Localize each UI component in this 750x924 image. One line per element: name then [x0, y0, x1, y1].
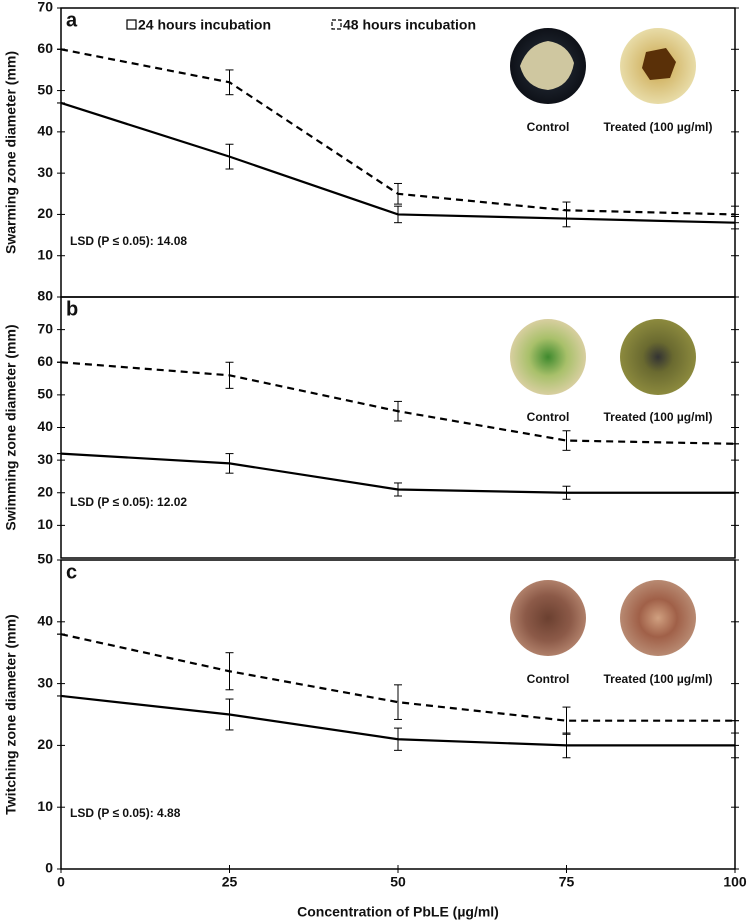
y-tick-label: 30 — [37, 451, 53, 467]
error-bar — [225, 361, 234, 389]
y-tick-label: 10 — [37, 798, 53, 814]
legend-label: 48 hours incubation — [343, 17, 476, 33]
y-tick-label: 30 — [37, 674, 53, 690]
error-bar — [394, 482, 402, 497]
y-tick-label: 20 — [37, 736, 53, 752]
y-axis-label: Swarming zone diameter (mm) — [3, 51, 19, 254]
y-tick-label: 80 — [37, 288, 53, 304]
error-bar — [394, 684, 402, 720]
error-bar — [225, 453, 234, 474]
y-tick-label: 50 — [37, 386, 53, 402]
legend-label: 24 hours incubation — [138, 17, 271, 33]
y-tick-label: 50 — [37, 81, 53, 97]
x-tick-label: 25 — [222, 874, 238, 890]
legend-marker — [126, 19, 137, 30]
y-tick-label: 20 — [37, 205, 53, 221]
error-bar — [225, 698, 234, 731]
image-label: Control — [527, 120, 570, 134]
image-label: Treated (100 µg/ml) — [604, 672, 713, 686]
error-bar — [731, 732, 739, 759]
y-tick-label: 70 — [37, 0, 53, 15]
petri-control — [510, 319, 586, 395]
petri-treated — [620, 319, 696, 395]
image-label: Control — [527, 672, 570, 686]
panel-label: c — [66, 561, 77, 583]
error-bar — [731, 205, 739, 224]
lsd-annotation: LSD (P ≤ 0.05): 12.02 — [70, 495, 187, 509]
y-axis-label: Swimming zone diameter (mm) — [3, 324, 19, 530]
error-bar — [225, 652, 234, 691]
y-tick-label: 30 — [37, 164, 53, 180]
error-bar — [394, 182, 402, 205]
error-bar — [225, 69, 234, 96]
panel-label: a — [66, 9, 78, 31]
y-tick-label: 70 — [37, 320, 53, 336]
y-axis-label: Twitching zone diameter (mm) — [3, 614, 19, 814]
y-tick-label: 40 — [37, 123, 53, 139]
image-label: Treated (100 µg/ml) — [604, 120, 713, 134]
y-tick-label: 60 — [37, 353, 53, 369]
series-line — [60, 633, 735, 722]
y-tick-label: 10 — [37, 516, 53, 532]
error-bar — [225, 143, 234, 170]
legend-marker — [331, 19, 342, 30]
lsd-annotation: LSD (P ≤ 0.05): 4.88 — [70, 806, 181, 820]
image-label: Treated (100 µg/ml) — [604, 410, 713, 424]
error-bar — [394, 400, 402, 422]
error-bar — [394, 727, 402, 751]
panel-label: b — [66, 298, 78, 320]
error-bar — [562, 706, 571, 735]
swarm-colony — [520, 41, 574, 90]
y-tick-label: 50 — [37, 551, 53, 567]
y-tick-label: 40 — [37, 418, 53, 434]
y-tick-label: 20 — [37, 483, 53, 499]
x-tick-label: 100 — [723, 874, 747, 890]
lsd-annotation: LSD (P ≤ 0.05): 14.08 — [70, 234, 187, 248]
y-tick-label: 10 — [37, 246, 53, 262]
error-bar — [562, 201, 571, 220]
x-axis-label: Concentration of PbLE (µg/ml) — [297, 904, 499, 920]
y-tick-label: 0 — [45, 860, 53, 876]
error-bar — [562, 485, 571, 500]
petri-treated — [620, 580, 696, 656]
error-bar — [394, 205, 402, 224]
y-tick-label: 60 — [37, 40, 53, 56]
x-tick-label: 0 — [57, 874, 65, 890]
x-tick-label: 50 — [390, 874, 406, 890]
swarm-colony — [642, 48, 676, 80]
petri-control — [510, 580, 586, 656]
x-tick-label: 75 — [559, 874, 575, 890]
image-label: Control — [527, 410, 570, 424]
y-tick-label: 40 — [37, 613, 53, 629]
error-bar — [562, 430, 571, 451]
petri-images — [510, 28, 696, 656]
